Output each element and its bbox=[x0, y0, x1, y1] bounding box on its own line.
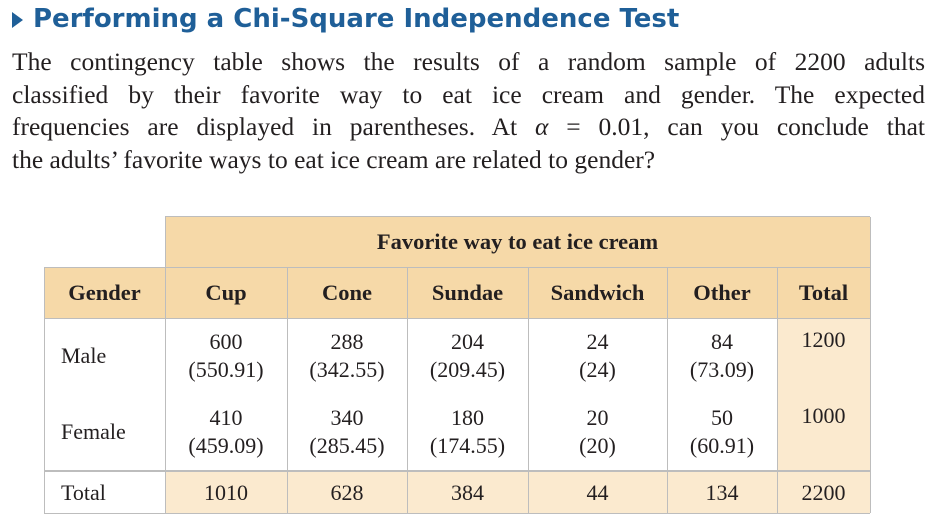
paragraph-line-3-start: frequencies are displayed in parentheses… bbox=[12, 112, 518, 141]
section-heading: Performing a Chi-Square Independence Tes… bbox=[12, 4, 679, 34]
total-row-bg bbox=[165, 471, 870, 513]
table-cell: 84 (73.09) bbox=[689, 329, 755, 382]
grid-line bbox=[870, 217, 871, 513]
table-cell: 410 (459.09) bbox=[188, 405, 264, 458]
table-cell: 288 (342.55) bbox=[309, 329, 385, 382]
column-header-row-bg bbox=[44, 267, 870, 318]
table-cell: 50 (60.91) bbox=[689, 405, 755, 458]
grand-total: 2200 bbox=[801, 479, 846, 505]
grid-line bbox=[44, 470, 870, 472]
column-header-total: Total bbox=[798, 279, 849, 305]
column-total: 44 bbox=[586, 479, 609, 505]
paragraph-line-1: The contingency table shows the results … bbox=[12, 47, 925, 76]
problem-paragraph: The contingency table shows the results … bbox=[12, 46, 925, 176]
grid-line bbox=[44, 267, 45, 513]
grid-line bbox=[44, 513, 870, 514]
grid-line bbox=[44, 318, 870, 319]
column-header-cone: Cone bbox=[322, 279, 372, 305]
column-header-sundae: Sundae bbox=[431, 279, 504, 305]
row-label-total: Total bbox=[61, 479, 106, 505]
alpha-symbol: α bbox=[534, 112, 549, 141]
row-total-female: 1000 bbox=[801, 403, 846, 428]
table-cell: 204 (209.45) bbox=[429, 329, 506, 382]
row-header-cell: Gender bbox=[44, 267, 165, 318]
total-column-bg bbox=[777, 318, 870, 471]
table-cell: 180 (174.55) bbox=[429, 405, 506, 458]
column-total: 134 bbox=[705, 479, 739, 505]
group-header-text: Favorite way to eat ice cream bbox=[376, 229, 659, 254]
column-total: 1010 bbox=[204, 479, 248, 505]
grid-line bbox=[44, 267, 870, 268]
paragraph-line-3-end: = 0.01, can you conclude that bbox=[548, 112, 925, 141]
row-total-male: 1200 bbox=[801, 327, 846, 352]
column-header-cup: Cup bbox=[205, 279, 247, 305]
group-header-cell: Favorite way to eat ice cream bbox=[165, 217, 870, 267]
triangle-bullet-icon bbox=[12, 12, 23, 28]
grid-line bbox=[667, 267, 668, 513]
column-total: 628 bbox=[330, 479, 364, 505]
heading-text: Performing a Chi-Square Independence Tes… bbox=[33, 4, 680, 34]
grid-line bbox=[165, 216, 870, 217]
grid-line bbox=[287, 267, 288, 513]
table-cell: 600 (550.91) bbox=[188, 329, 264, 382]
column-header-sandwich: Sandwich bbox=[550, 279, 645, 305]
row-label-female: Female bbox=[61, 419, 126, 444]
grid-line bbox=[528, 267, 529, 513]
paragraph-line-4: the adults’ favorite ways to eat ice cre… bbox=[12, 144, 656, 174]
column-header-other: Other bbox=[693, 279, 751, 305]
paragraph-line-3: frequencies are displayed in parentheses… bbox=[12, 111, 925, 144]
table-cell: 20 (20) bbox=[579, 405, 616, 458]
row-header-text: Gender bbox=[68, 279, 141, 305]
grid-line bbox=[165, 217, 166, 513]
paragraph-line-2: classified by their favorite way to eat … bbox=[12, 79, 925, 109]
table-cell: 340 (285.45) bbox=[309, 405, 385, 458]
table-cell: 24 (24) bbox=[579, 329, 616, 382]
row-label-male: Male bbox=[61, 343, 107, 368]
column-total: 384 bbox=[451, 479, 484, 505]
grid-line bbox=[777, 267, 778, 513]
grid-line bbox=[407, 267, 408, 513]
